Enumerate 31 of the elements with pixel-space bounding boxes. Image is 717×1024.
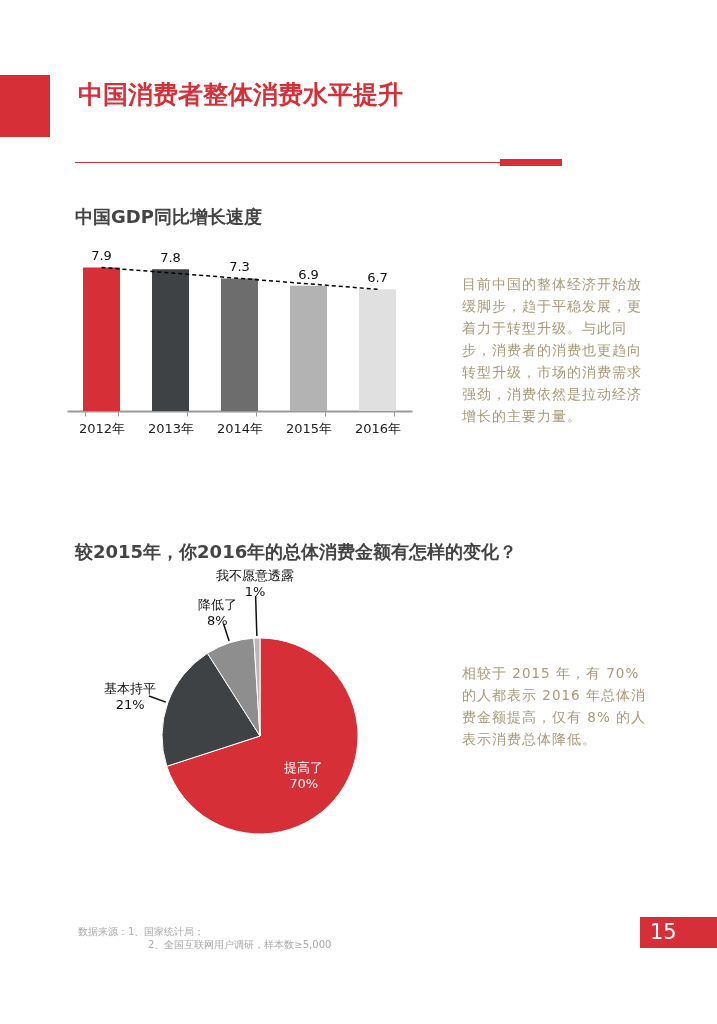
x-tick-label: 2013年	[147, 420, 195, 436]
text: 相较于 2015 年，有 70% 的人都表示 2016 年总体消费金额提高，仅有 8% 的人表示消费总体降低。	[462, 664, 647, 749]
chart-title: 中国消费者整体消费水平提升	[78, 79, 403, 111]
page-number-block: 15	[640, 917, 717, 948]
x-tick-label: 2015年	[285, 420, 333, 436]
data-label: 1%	[244, 584, 266, 600]
data-label: 70%	[289, 775, 319, 791]
text: 目前中国的整体经济开始放缓脚步，趋于平稳发展，更着力于转型升级。与此同步，消费者的消费也更趋向转型升级，市场的消费需求强劲，消费依然是拉动经济增长的主要力量。	[462, 275, 643, 426]
bar	[83, 267, 120, 411]
bar	[359, 289, 396, 411]
x-tick-label: 2016年	[354, 420, 402, 436]
data-label: 6.7	[367, 270, 388, 286]
x-tick-label: 2014年	[216, 420, 264, 436]
chart-subtitle: 中国GDP同比增长速度	[75, 205, 262, 229]
bar	[221, 278, 258, 411]
slice-label: 降低了	[197, 596, 237, 612]
data-label: 6.9	[298, 266, 319, 282]
chart-title: 较2015年，你2016年的总体消费金额有怎样的变化？	[75, 540, 518, 564]
bar	[152, 269, 189, 411]
data-label: 8%	[207, 612, 228, 628]
slice-label: 基本持平	[104, 681, 157, 697]
slice-label: 我不愿意透露	[215, 568, 294, 584]
bar	[290, 285, 327, 411]
source-note: 数据来源：1、国家统计局；	[78, 925, 205, 939]
x-tick-label: 2012年	[78, 420, 126, 436]
data-label: 7.9	[91, 248, 112, 264]
text: 2、全国互联网用户调研，样本数≥5,000	[148, 938, 332, 952]
slice-label: 提高了	[284, 759, 324, 775]
data-label: 21%	[115, 697, 145, 713]
data-label: 7.8	[160, 250, 181, 266]
data-label: 7.3	[229, 259, 250, 275]
